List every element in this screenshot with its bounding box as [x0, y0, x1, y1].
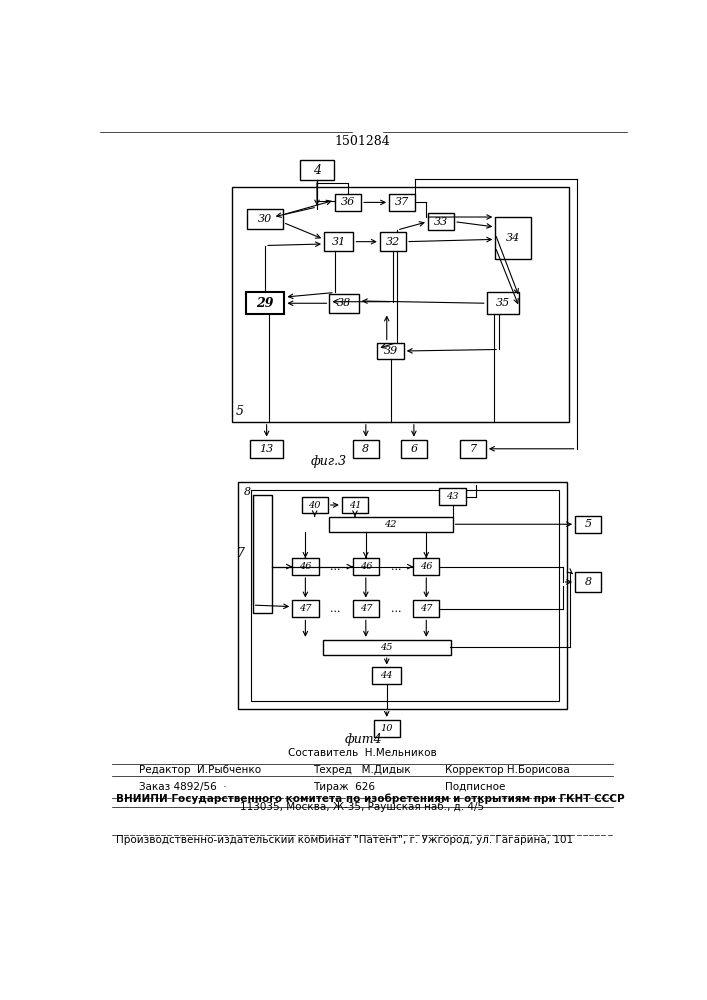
Text: 43: 43 [446, 492, 459, 501]
Text: ...: ... [391, 604, 402, 614]
Text: ...: ... [330, 562, 341, 572]
Bar [353, 600, 379, 617]
Text: ВНИИПИ Государственного комитета по изобретениям и открытиям при ГКНТ СССР: ВНИИПИ Государственного комитета по изоб… [115, 794, 624, 804]
Text: Тираж  626: Тираж 626 [313, 782, 375, 792]
Bar [341, 497, 368, 513]
Text: 41: 41 [349, 500, 361, 510]
Text: 30: 30 [258, 214, 272, 224]
Text: 8: 8 [585, 577, 592, 587]
Text: 33: 33 [434, 217, 448, 227]
Text: 47: 47 [299, 604, 312, 613]
Bar [353, 440, 379, 458]
Bar [300, 160, 334, 180]
Text: 47: 47 [420, 604, 433, 613]
Bar [378, 343, 404, 359]
Bar [329, 294, 359, 312]
Text: Составитель  Н.Мельников: Составитель Н.Мельников [288, 748, 436, 758]
Text: 31: 31 [332, 237, 346, 247]
Bar [495, 217, 531, 259]
Bar [335, 194, 361, 211]
Bar [353, 558, 379, 575]
Bar [380, 232, 406, 251]
Text: 44: 44 [380, 671, 393, 680]
Bar [247, 209, 283, 229]
Text: 37: 37 [395, 197, 409, 207]
Text: 6: 6 [410, 444, 417, 454]
Text: ...: ... [330, 604, 341, 614]
Text: 7: 7 [237, 547, 245, 560]
Text: Производственно-издательский комбинат "Патент", г. Ужгород, ул. Гагарина, 101: Производственно-издательский комбинат "П… [115, 835, 573, 845]
Bar [238, 482, 566, 709]
Bar [440, 488, 466, 505]
Bar [292, 600, 319, 617]
Bar [292, 558, 319, 575]
Text: 46: 46 [299, 562, 312, 571]
Text: 8: 8 [243, 487, 250, 497]
Bar [372, 667, 402, 684]
Text: 40: 40 [308, 500, 321, 510]
Text: 4: 4 [313, 164, 321, 177]
Text: 10: 10 [380, 724, 393, 733]
Bar [389, 194, 416, 211]
Text: Редактор  И.Рыбченко: Редактор И.Рыбченко [139, 765, 261, 775]
Bar [460, 440, 486, 458]
Text: 45: 45 [380, 643, 393, 652]
Bar [323, 640, 450, 655]
Bar [428, 213, 454, 230]
Text: Подписное: Подписное [445, 782, 506, 792]
Text: 35: 35 [496, 298, 510, 308]
Text: 46: 46 [360, 562, 372, 571]
Bar [301, 497, 328, 513]
Text: 5: 5 [235, 405, 244, 418]
Text: ...: ... [391, 562, 402, 572]
Bar [251, 490, 559, 701]
Bar [324, 232, 354, 251]
Text: Корректор Н.Борисова: Корректор Н.Борисова [445, 765, 570, 775]
Text: 113035, Москва, Ж-35, Раушская наб., д. 4/5: 113035, Москва, Ж-35, Раушская наб., д. … [240, 802, 484, 812]
Bar [373, 720, 400, 737]
Text: 46: 46 [420, 562, 433, 571]
Text: 36: 36 [341, 197, 355, 207]
Bar [246, 292, 284, 314]
Bar [329, 517, 452, 532]
Text: 13: 13 [259, 444, 274, 454]
Text: фиг.3: фиг.3 [310, 455, 346, 468]
Bar [252, 495, 272, 613]
Text: 47: 47 [360, 604, 372, 613]
Bar [250, 440, 283, 458]
Bar [413, 600, 440, 617]
Text: 7: 7 [469, 444, 477, 454]
Bar [575, 572, 602, 592]
Text: 8: 8 [362, 444, 369, 454]
Text: 29: 29 [257, 297, 274, 310]
Text: 1501284: 1501284 [334, 135, 390, 148]
Text: 5: 5 [585, 519, 592, 529]
Bar [232, 187, 569, 422]
Text: Техред   М.Дидык: Техред М.Дидык [313, 765, 411, 775]
Text: 38: 38 [337, 298, 351, 308]
Bar [401, 440, 427, 458]
Text: Заказ 4892/56  ·: Заказ 4892/56 · [139, 782, 226, 792]
Bar [575, 516, 602, 533]
Text: 32: 32 [386, 237, 400, 247]
Text: 39: 39 [383, 346, 398, 356]
Text: 34: 34 [506, 233, 520, 243]
Bar [486, 292, 519, 314]
Text: 42: 42 [385, 520, 397, 529]
Bar [413, 558, 440, 575]
Text: фит4: фит4 [345, 733, 382, 746]
